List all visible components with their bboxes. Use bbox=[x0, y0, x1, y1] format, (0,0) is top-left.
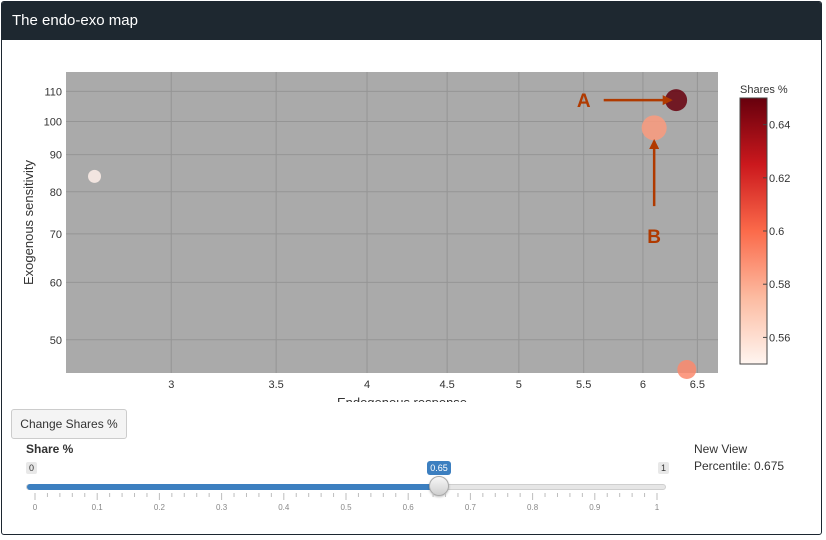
scatter-chart: 3 3.5 4 4.5 5 5.5 6 6.5 50 60 70 80 90 100 110 Endogeno… bbox=[21, 72, 790, 402]
colorbar-tick-label: 0.64 bbox=[769, 120, 790, 132]
slider-tick-label: 1 bbox=[655, 503, 660, 512]
slider-max-label: 1 bbox=[658, 462, 670, 474]
y-tick-label: 60 bbox=[50, 277, 62, 289]
slider-tick-label: 0.3 bbox=[216, 503, 228, 512]
slider-tick-label: 0.2 bbox=[154, 503, 166, 512]
colorbar-tick-label: 0.6 bbox=[769, 226, 784, 238]
y-tick-label: 70 bbox=[50, 229, 62, 241]
x-tick-label: 4 bbox=[364, 379, 370, 391]
scatter-point bbox=[677, 360, 697, 380]
colorbar bbox=[739, 97, 768, 365]
x-tick-label: 3 bbox=[168, 379, 174, 391]
slider-min-label: 0 bbox=[26, 462, 38, 474]
slider-tick-label: 0.1 bbox=[92, 503, 104, 512]
plot-background bbox=[66, 72, 718, 373]
slider-tick-label: 0 bbox=[33, 503, 38, 512]
slider-label: Share % bbox=[26, 442, 74, 456]
percentile-text: Percentile: 0.675 bbox=[694, 459, 785, 473]
slider-tick-label: 0.9 bbox=[589, 503, 601, 512]
slider-fill bbox=[27, 484, 441, 490]
colorbar-tick-label: 0.62 bbox=[769, 173, 790, 185]
colorbar-tick-label: 0.56 bbox=[769, 332, 790, 344]
x-tick-label: 3.5 bbox=[269, 379, 284, 391]
slider-handle[interactable] bbox=[429, 476, 450, 496]
slider-tick-label: 0.4 bbox=[278, 503, 290, 512]
scatter-point bbox=[665, 89, 688, 112]
x-tick-label: 6 bbox=[640, 379, 646, 391]
x-tick-label: 6.5 bbox=[690, 379, 705, 391]
x-tick-label: 5 bbox=[516, 379, 522, 391]
slider-tick-label: 0.7 bbox=[465, 503, 477, 512]
y-tick-label: 50 bbox=[50, 335, 62, 347]
slider-track[interactable] bbox=[26, 484, 666, 490]
new-view-title: New View bbox=[694, 442, 748, 456]
slider-tick-label: 0.5 bbox=[340, 503, 352, 512]
scatter-point bbox=[88, 169, 102, 183]
y-tick-label: 90 bbox=[50, 150, 62, 162]
y-tick-label: 100 bbox=[44, 116, 62, 128]
x-tick-label: 4.5 bbox=[440, 379, 455, 391]
colorbar-title: Shares % bbox=[740, 84, 788, 96]
x-axis-label: Endogenous response bbox=[337, 395, 467, 402]
annotation-label: A bbox=[577, 91, 591, 112]
slider-tick-label: 0.6 bbox=[403, 503, 415, 512]
change-shares-button[interactable]: Change Shares % bbox=[11, 409, 127, 439]
panel-title: The endo-exo map bbox=[12, 12, 138, 29]
slider-tick-label: 0.8 bbox=[527, 503, 539, 512]
x-tick-label: 5.5 bbox=[576, 379, 591, 391]
slider-value-label: 0.65 bbox=[427, 461, 451, 475]
colorbar-tick-label: 0.58 bbox=[769, 279, 790, 291]
panel-header: The endo-exo map bbox=[2, 2, 821, 40]
scatter-point bbox=[641, 115, 667, 141]
annotation-label: B bbox=[647, 227, 661, 248]
y-tick-label: 80 bbox=[50, 187, 62, 199]
y-tick-label: 110 bbox=[44, 86, 62, 98]
y-axis-label: Exogenous sensitivity bbox=[21, 159, 36, 285]
